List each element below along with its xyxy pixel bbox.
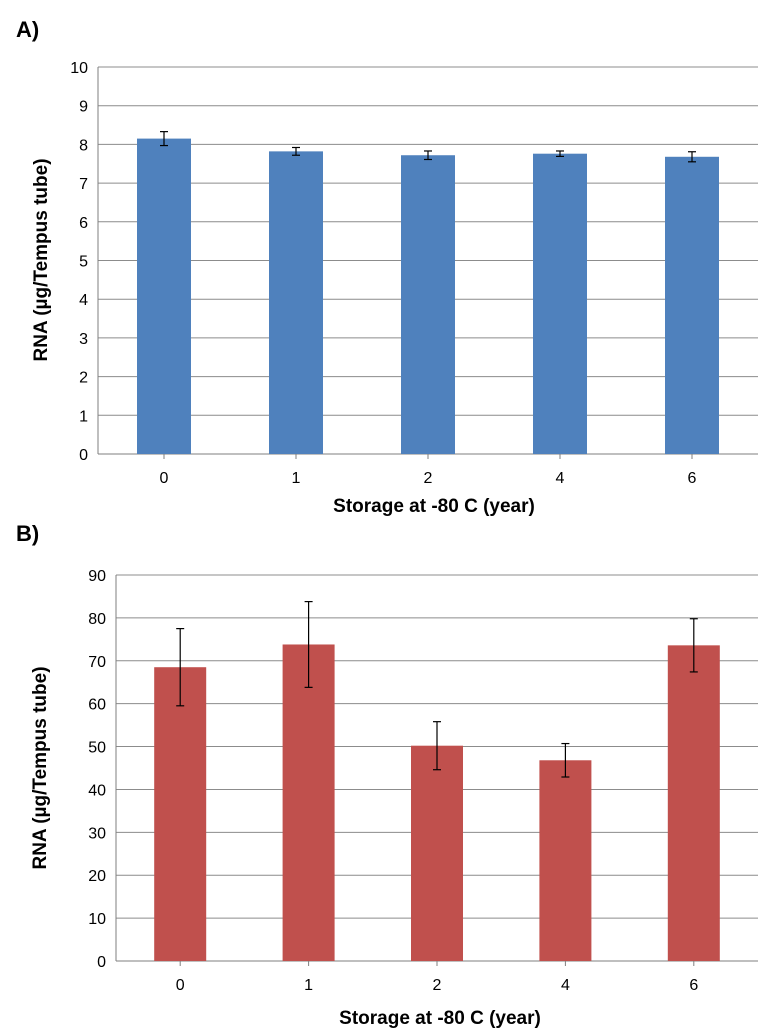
panel-a-x-tick-labels: 0 1 2 4 6	[160, 470, 697, 487]
panel-b-error-bar	[561, 742, 570, 778]
panel-a-bar	[401, 155, 455, 454]
panel-a-label: A)	[16, 17, 39, 42]
panel-a-y-axis-title: RNA (µg/Tempus tube)	[31, 158, 52, 361]
panel-b-error-bars	[176, 600, 698, 778]
panel-a-error-bar	[160, 131, 168, 147]
panel-b-x-tick-label: 1	[304, 977, 313, 994]
panel-a-y-tick-label: 3	[79, 331, 88, 348]
panel-b-y-axis-title: RNA (µg/Tempus tube)	[30, 666, 51, 869]
panel-b-y-tick-labels: 0 10 20 30 40 50 60 70 80 90	[88, 568, 106, 971]
panel-a-x-tick-label: 0	[160, 470, 169, 487]
panel-b-bars	[154, 644, 720, 961]
panel-a-bar	[137, 138, 191, 454]
panel-a-bar	[665, 156, 719, 454]
panel-b-y-tick-label: 60	[88, 697, 106, 714]
panel-a-y-tick-label: 1	[79, 408, 88, 425]
panel-b-y-tick-label: 40	[88, 782, 106, 799]
panel-a-error-bar	[688, 151, 696, 163]
panel-a-y-tick-label: 4	[79, 292, 88, 309]
panel-a-error-bar	[556, 150, 564, 157]
panel-b-y-tick-label: 0	[97, 954, 106, 971]
panel-b-y-tick-label: 80	[88, 611, 106, 628]
panel-a-x-tick-label: 2	[424, 470, 433, 487]
panel-b-x-tick-label: 4	[561, 977, 570, 994]
panel-a-chart: A) 0 1 2 3 4 5 6 7 8 9 10 0 1 2 4 6 Storage at -80 C (…	[16, 17, 758, 517]
panel-a-bar	[269, 151, 323, 454]
panel-b-y-tick-label: 50	[88, 740, 106, 757]
panel-a-y-tick-label: 6	[79, 215, 88, 232]
panel-a-error-bar	[292, 146, 300, 156]
panel-a-y-tick-label: 0	[79, 447, 88, 464]
panel-b-error-bar	[433, 721, 441, 771]
panel-a-bars	[137, 138, 719, 455]
panel-a-bar	[533, 153, 587, 455]
panel-b-x-tick-label: 2	[433, 977, 442, 994]
panel-a-y-tick-label: 2	[79, 370, 88, 387]
panel-b-bar	[282, 644, 335, 961]
panel-a-y-tick-labels: 0 1 2 3 4 5 6 7 8 9 10	[70, 60, 88, 464]
panel-a-x-tick-label: 1	[292, 470, 301, 487]
panel-b-x-tick-label: 0	[176, 977, 185, 994]
panel-a-error-bar	[424, 150, 432, 161]
panel-a-error-bars	[160, 131, 696, 163]
panel-a-y-tick-label: 8	[79, 137, 88, 154]
panel-b-y-tick-label: 70	[88, 654, 106, 671]
panel-a-y-tick-label: 10	[70, 60, 88, 77]
panel-b-bar	[667, 645, 720, 961]
panel-b-y-tick-label: 20	[88, 868, 106, 885]
panel-b-error-bar	[304, 600, 313, 688]
panel-b-chart: B) 0 10 20 30 40 50 60 70 80 90 0 1 2 4 6 Storage at …	[16, 521, 758, 1028]
panel-b-y-tick-label: 10	[88, 911, 106, 928]
panel-b-y-tick-label: 90	[88, 568, 106, 585]
panel-b-y-tick-label: 30	[88, 825, 106, 842]
panel-b-bar	[411, 745, 463, 961]
panel-b-label: B)	[16, 521, 39, 546]
panel-a-x-axis-title: Storage at -80 C (year)	[333, 496, 535, 517]
panel-a-y-tick-label: 7	[79, 176, 88, 193]
panel-b-error-bar	[689, 618, 698, 673]
panel-b-bar	[154, 667, 207, 961]
panel-b-x-tick-labels: 0 1 2 4 6	[176, 977, 699, 994]
panel-a-y-tick-label: 5	[79, 254, 88, 271]
panel-a-x-tick-label: 4	[556, 470, 565, 487]
panel-b-error-bar	[176, 628, 185, 707]
panel-b-x-axis-title: Storage at -80 C (year)	[339, 1008, 541, 1028]
panel-a-y-tick-label: 9	[79, 99, 88, 116]
panel-b-x-tick-label: 6	[689, 977, 698, 994]
panel-a-x-tick-label: 6	[688, 470, 697, 487]
panel-b-bar	[539, 760, 592, 961]
